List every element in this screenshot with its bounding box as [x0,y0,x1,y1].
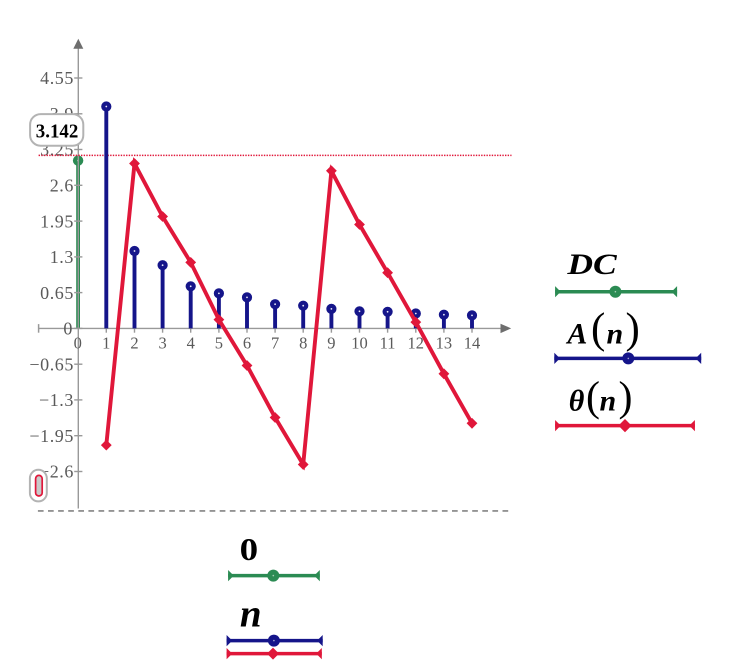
svg-text:6: 6 [243,333,251,352]
svg-text:DC: DC [566,248,618,281]
svg-text:0.65: 0.65 [40,283,74,303]
svg-text:10: 10 [351,333,368,352]
svg-text:0: 0 [74,333,82,352]
svg-text:9: 9 [327,333,335,352]
svg-text:2.6: 2.6 [50,176,74,196]
svg-text:5: 5 [215,333,223,352]
svg-text:A: A [565,318,587,351]
svg-text:): ) [619,375,633,421]
svg-text:11: 11 [380,333,396,352]
svg-text:0: 0 [240,532,259,567]
svg-text:(: ( [586,375,600,421]
svg-text:3.142: 3.142 [36,121,79,143]
svg-text:θ: θ [569,385,585,418]
svg-text:−1.95: −1.95 [29,426,74,446]
svg-text:4.55: 4.55 [40,68,74,88]
svg-text:n: n [600,385,617,418]
svg-text:1.95: 1.95 [40,211,74,231]
svg-text:4: 4 [187,333,195,352]
svg-text:2: 2 [130,333,138,352]
svg-text:): ) [626,306,640,353]
svg-text:14: 14 [464,333,481,352]
svg-text:3: 3 [158,333,166,352]
svg-text:1.3: 1.3 [50,247,74,267]
svg-text:0: 0 [63,319,73,339]
svg-text:12: 12 [408,333,425,352]
svg-text:7: 7 [271,333,279,352]
svg-text:−1.3: −1.3 [39,390,74,410]
svg-text:n: n [240,592,262,635]
svg-text:n: n [607,318,624,351]
svg-text:−0.65: −0.65 [29,354,74,374]
svg-text:1: 1 [102,333,110,352]
svg-text:8: 8 [299,333,307,352]
svg-text:(: ( [591,306,605,353]
svg-text:13: 13 [436,333,453,352]
